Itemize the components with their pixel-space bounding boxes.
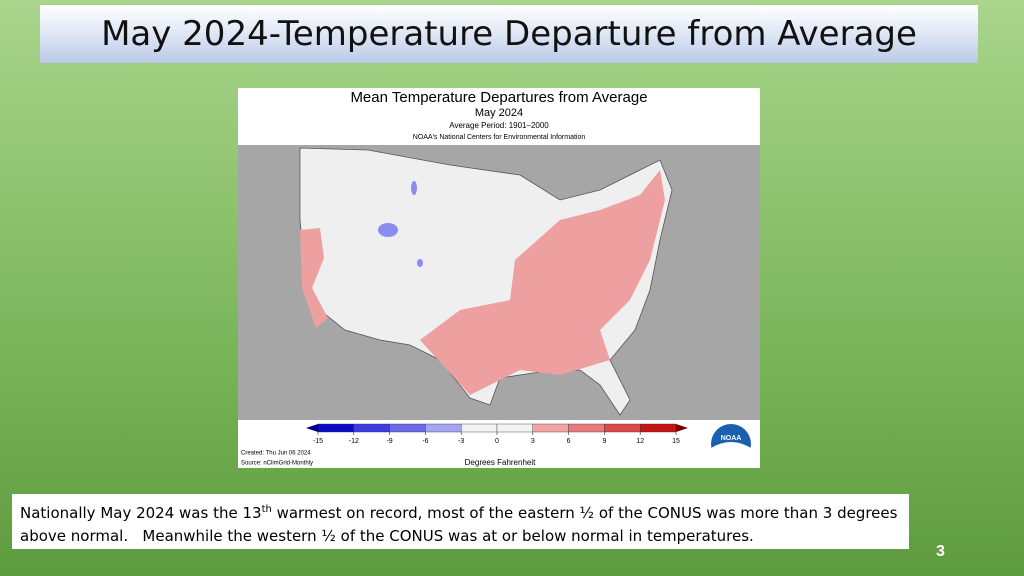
colorbar-tick-label: 9 (602, 438, 606, 445)
colorbar-segment (532, 423, 569, 433)
warm-region (420, 170, 665, 395)
colorbar-tick-label: 15 (672, 438, 680, 445)
colorbar-tick-label: 6 (567, 438, 571, 445)
map-figure: Mean Temperature Departures from Average… (238, 88, 760, 468)
colorbar-segment (353, 423, 390, 433)
colorbar-tick-label: -15 (313, 438, 323, 445)
logo-text: NOAA (721, 435, 742, 442)
colorbar-segment (460, 423, 498, 433)
colorbar-segment (568, 423, 605, 433)
map-org: NOAA's National Centers for Environmenta… (413, 134, 586, 141)
colorbar-segment (604, 423, 641, 433)
colorbar-tick-label: -12 (349, 438, 359, 445)
caption: Nationally May 2024 was the 13th warmest… (12, 494, 909, 549)
colorbar-arrow (306, 424, 318, 432)
colorbar-label: Degrees Fahrenheit (465, 458, 536, 467)
colorbar-tick-label: -6 (422, 438, 428, 445)
colorbar-segment (389, 423, 426, 433)
colorbar-segment (496, 423, 533, 433)
caption-text: Nationally May 2024 was the 13 (20, 504, 262, 522)
colorbar-segment (425, 423, 462, 433)
page-number: 3 (936, 543, 945, 560)
cool-spot (411, 181, 417, 195)
caption-text: warmest on record, most of the eastern ½… (20, 504, 903, 545)
colorbar-tick-label: 12 (636, 438, 644, 445)
cool-spot (417, 259, 423, 267)
colorbar-tick-label: 3 (531, 438, 535, 445)
map-title: Mean Temperature Departures from Average (350, 89, 647, 106)
warm-region (300, 228, 328, 328)
cool-spot (378, 223, 398, 237)
colorbar-segment (317, 423, 354, 433)
created-note: Created: Thu Jun 06 2024 (241, 451, 311, 457)
colorbar-tick-label: -9 (386, 438, 392, 445)
caption-sup: th (261, 504, 272, 515)
map-subtitle: May 2024 (475, 107, 523, 119)
colorbar-tick-label: 0 (495, 438, 499, 445)
colorbar-tick-label: -3 (458, 438, 464, 445)
source-note: Source: nClimGrid-Monthly (241, 461, 313, 467)
slide-title: May 2024-Temperature Departure from Aver… (40, 5, 978, 63)
colorbar: -15 -12 -9 -6 -3 0 3 6 9 12 15 (306, 423, 688, 445)
colorbar-arrow (676, 424, 688, 432)
map-period: Average Period: 1901–2000 (449, 121, 549, 130)
colorbar-segment (640, 423, 677, 433)
